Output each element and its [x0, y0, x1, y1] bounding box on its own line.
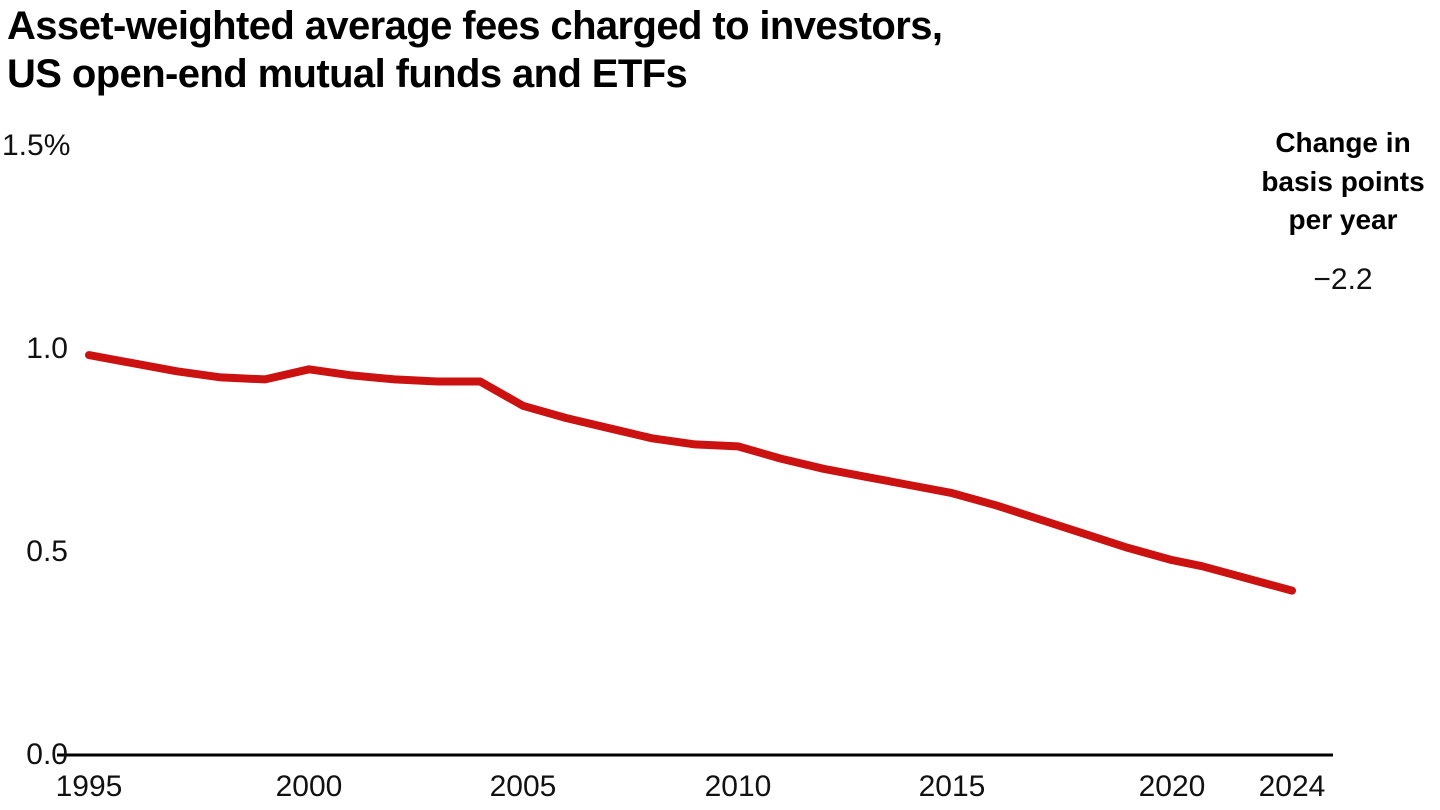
x-axis-label: 2005: [489, 770, 557, 803]
annotation-heading: Change in basis points per year: [1261, 127, 1425, 236]
y-axis-label: 1.0: [26, 332, 68, 365]
x-axis-label: 2015: [918, 770, 986, 803]
y-axis-label: 0.0: [26, 738, 68, 771]
x-axis-label: 2000: [275, 770, 343, 803]
x-axis-label: 1995: [55, 770, 123, 803]
x-axis-label: 2020: [1138, 770, 1206, 803]
fee-trend-line: [85, 351, 1296, 595]
x-axis-label: 2010: [704, 770, 772, 803]
y-axis-label: 0.5: [26, 535, 68, 568]
y-axis-label: 1.5%: [2, 129, 71, 162]
chart-title: Asset-weighted average fees charged to i…: [7, 4, 943, 96]
x-axis-label: 2024: [1258, 770, 1326, 803]
annotation-value: −2.2: [1313, 263, 1373, 296]
